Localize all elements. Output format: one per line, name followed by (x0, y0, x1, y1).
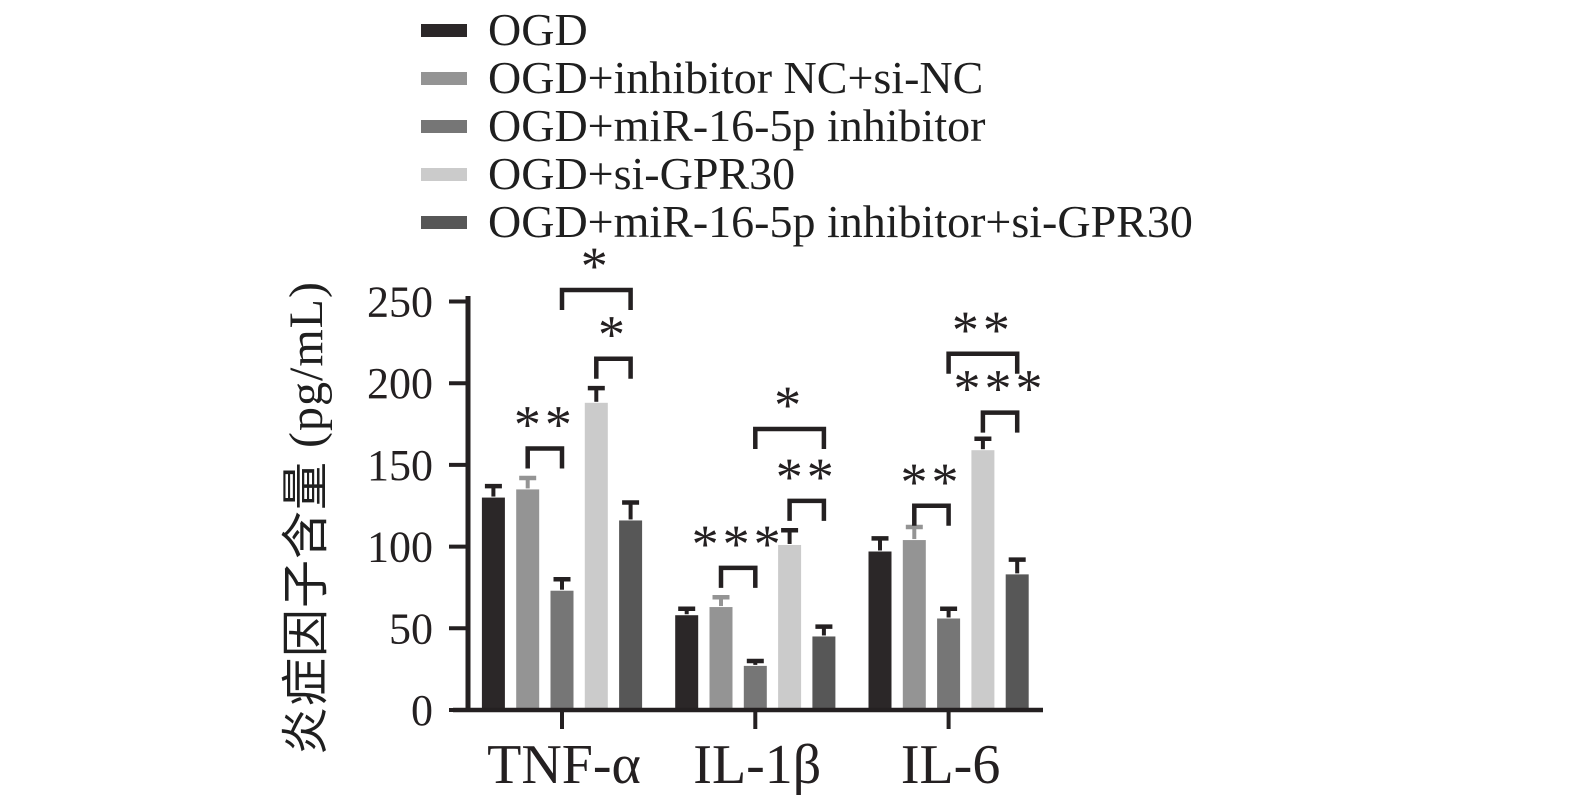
significance-bracket (753, 426, 827, 449)
bar (516, 489, 540, 711)
legend-item: OGD (421, 6, 1193, 54)
legend-swatch-icon (421, 167, 467, 181)
x-category-label: IL-1β (693, 734, 821, 796)
legend-label: OGD+inhibitor NC+si-NC (488, 52, 984, 103)
legend: OGD OGD+inhibitor NC+si-NC OGD+miR-16-5p i… (421, 6, 1193, 246)
legend-label: OGD+miR-16-5p inhibitor (488, 100, 986, 151)
significance-stars: * (598, 305, 629, 365)
x-category-label: IL-6 (901, 734, 1001, 796)
significance-bracket (980, 410, 1020, 433)
legend-item: OGD+inhibitor NC+si-NC (421, 54, 1193, 102)
significance-bracket (912, 503, 951, 526)
significance-stars: *** (692, 514, 785, 574)
legend-swatch-icon (421, 71, 467, 85)
significance-stars: * (581, 236, 612, 296)
y-tick-label: 250 (367, 278, 433, 327)
legend-item: OGD+miR-16-5p inhibitor+si-GPR30 (421, 198, 1193, 246)
legend-label: OGD (488, 4, 588, 55)
significance-bracket (718, 565, 758, 588)
bar (1005, 574, 1029, 711)
significance-stars: ** (952, 300, 1014, 360)
significance-stars: ** (776, 447, 838, 507)
bar (868, 551, 892, 711)
legend-label: OGD+si-GPR30 (488, 148, 796, 199)
significance-stars: ** (900, 452, 962, 512)
y-tick-label: 150 (367, 441, 433, 490)
significance-stars: * (774, 375, 805, 435)
legend-label: OGD+miR-16-5p inhibitor+si-GPR30 (488, 196, 1193, 247)
bar (481, 497, 505, 711)
y-tick-label: 100 (367, 523, 433, 572)
significance-bracket (525, 446, 565, 469)
bar (550, 590, 574, 711)
bar (584, 402, 608, 711)
x-category-label: TNF-α (487, 734, 641, 796)
legend-swatch-icon (421, 23, 467, 37)
significance-bracket (559, 287, 633, 311)
significance-bracket (946, 351, 1020, 374)
bar (709, 607, 733, 711)
bar (902, 540, 926, 711)
significance-bracket (787, 498, 827, 521)
significance-bracket (594, 356, 633, 379)
bar (778, 544, 802, 711)
y-tick-label: 200 (367, 359, 433, 408)
legend-item: OGD+miR-16-5p inhibitor (421, 102, 1193, 150)
y-tick-label: 0 (411, 686, 433, 735)
bar (619, 520, 643, 711)
bar (971, 450, 995, 711)
legend-item: OGD+si-GPR30 (421, 150, 1193, 198)
bar (675, 615, 699, 711)
legend-swatch-icon (421, 119, 467, 133)
significance-stars: ** (514, 395, 576, 455)
significance-stars: *** (954, 359, 1047, 419)
legend-swatch-icon (421, 215, 467, 229)
y-tick-label: 50 (389, 604, 433, 653)
bar (812, 636, 836, 711)
bar (937, 618, 961, 711)
bar (743, 665, 767, 711)
